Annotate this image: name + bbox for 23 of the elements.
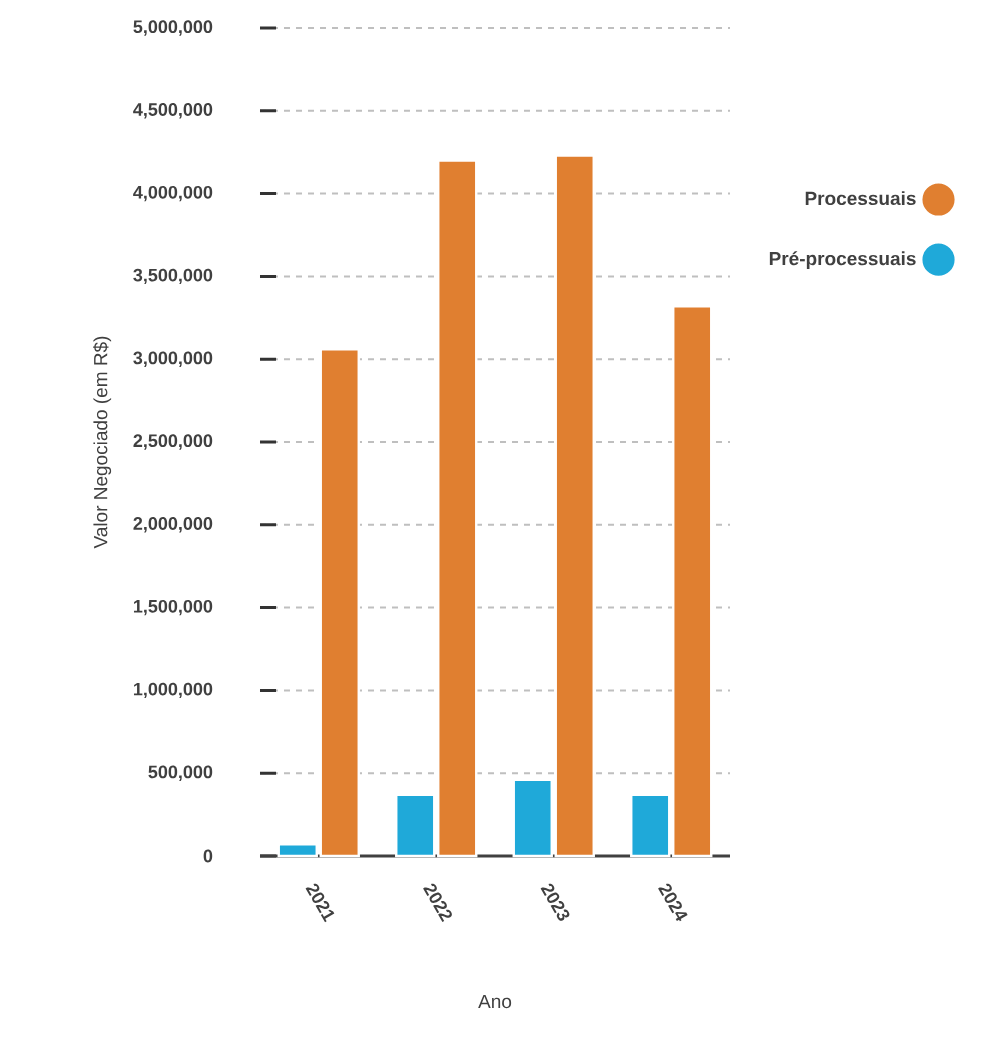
bar bbox=[319, 348, 360, 858]
bar bbox=[512, 778, 553, 858]
bar bbox=[554, 154, 595, 858]
bar bbox=[437, 159, 478, 858]
bar bbox=[672, 305, 713, 858]
bar bbox=[630, 793, 671, 858]
y-tick-label: 3,000,000 bbox=[133, 351, 213, 367]
y-tick-label: 4,500,000 bbox=[133, 103, 213, 119]
x-axis-title: Ano bbox=[478, 994, 512, 1009]
y-tick-label: 0 bbox=[203, 849, 213, 863]
y-tick-label: 3,500,000 bbox=[133, 268, 213, 285]
y-tick-label: 4,000,000 bbox=[133, 185, 213, 202]
y-tick-label: 1,500,000 bbox=[133, 599, 213, 616]
legend-label: Processuais bbox=[805, 191, 916, 206]
y-tick-label: 1,000,000 bbox=[133, 682, 213, 699]
y-axis-title: Valor Negociado (em R$) bbox=[93, 336, 112, 549]
y-tick-label: 2,000,000 bbox=[133, 517, 213, 533]
bar bbox=[395, 793, 436, 858]
bar bbox=[277, 843, 318, 858]
legend-label: Pré-processuais bbox=[769, 251, 916, 270]
y-tick-label: 2,500,000 bbox=[133, 434, 213, 450]
y-tick-label: 500,000 bbox=[148, 765, 213, 781]
y-tick-label: 5,000,000 bbox=[133, 20, 213, 36]
